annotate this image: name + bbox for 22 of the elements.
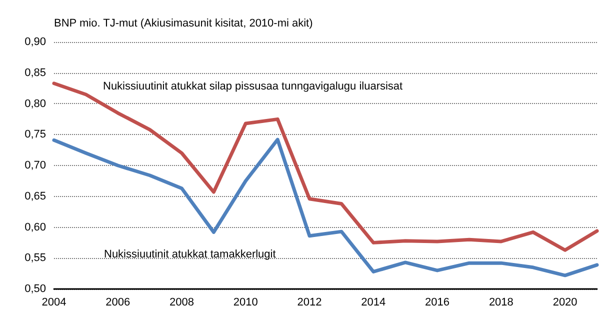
- y-tick-label: 0,90: [24, 36, 46, 48]
- x-tick-label: 2020: [552, 296, 578, 308]
- x-tick-label: 2010: [233, 296, 258, 308]
- x-tick-label: 2016: [425, 296, 450, 308]
- y-tick-label: 0,85: [24, 66, 46, 79]
- y-tick-label: 0,60: [24, 221, 46, 234]
- y-axis-title: BNP mio. TJ-mut (Akiusimasunit kisitat, 2010-mi akit): [54, 18, 313, 30]
- y-tick-label: 0,55: [24, 252, 46, 264]
- x-tick-label: 2012: [297, 296, 322, 308]
- y-tick-label: 0,50: [24, 283, 46, 295]
- x-tick-label: 2008: [170, 296, 194, 308]
- y-tick-label: 0,70: [24, 160, 46, 172]
- x-tick-label: 2018: [488, 296, 514, 308]
- series-label: Nukissiuutinit atukkat silap pissusaa tunngavigalugu iluarsisat: [103, 80, 403, 92]
- y-tick-label: 0,75: [24, 128, 46, 141]
- x-tick-label: 2014: [361, 296, 386, 308]
- y-tick-label: 0,80: [24, 98, 46, 110]
- x-tick-label: 2006: [106, 296, 130, 308]
- text: Nukissiuutinit atukkat tamakkerlugit: [104, 248, 276, 260]
- y-tick-label: 0,65: [24, 190, 46, 202]
- x-tick-label: 2004: [42, 296, 66, 308]
- line-series: [52, 138, 599, 278]
